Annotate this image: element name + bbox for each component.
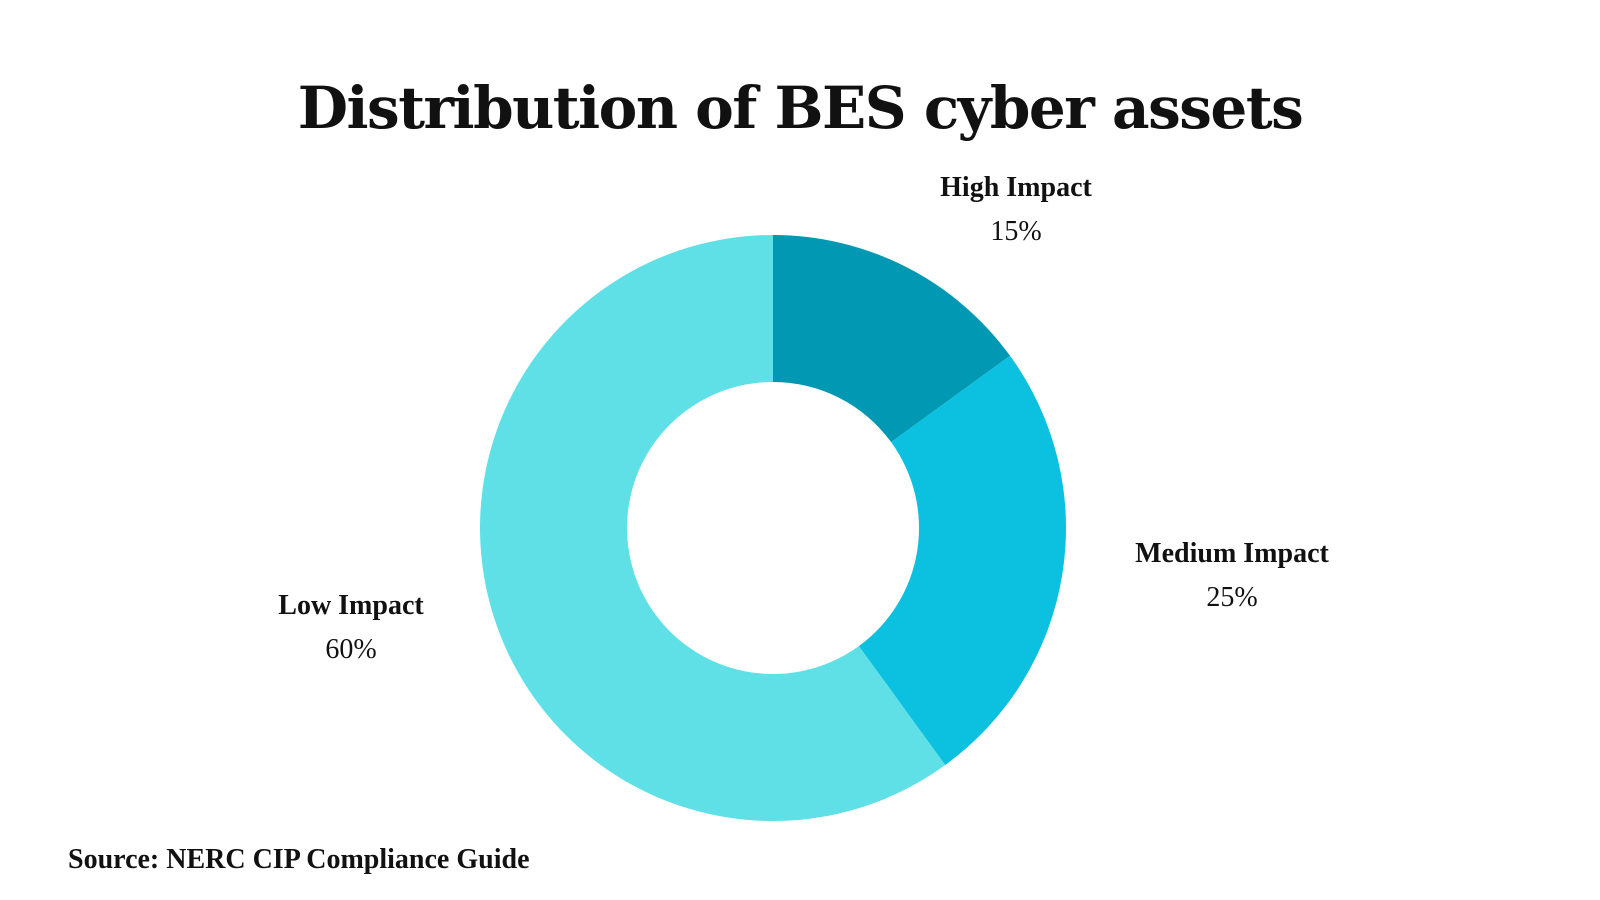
slice-label-medium-impact: Medium Impact 25%: [1124, 532, 1340, 620]
slice-label-low-impact: Low Impact 60%: [266, 584, 436, 672]
slice-label-name: Low Impact: [278, 590, 424, 621]
slice-label-value: 25%: [1206, 582, 1258, 613]
donut-slice-high-impact: [773, 235, 1011, 443]
donut-slice-low-impact: [479, 235, 946, 821]
chart-title: Distribution of BES cyber assets: [297, 74, 1304, 142]
slice-label-value: 15%: [990, 216, 1042, 247]
source-note: Source: NERC CIP Compliance Guide: [68, 844, 530, 875]
slice-label-name: Medium Impact: [1135, 538, 1329, 569]
slice-label-value: 60%: [325, 634, 377, 665]
donut-slice-medium-impact: [858, 355, 1066, 766]
slice-label-high-impact: High Impact 15%: [936, 166, 1096, 254]
slice-label-name: High Impact: [940, 172, 1092, 203]
